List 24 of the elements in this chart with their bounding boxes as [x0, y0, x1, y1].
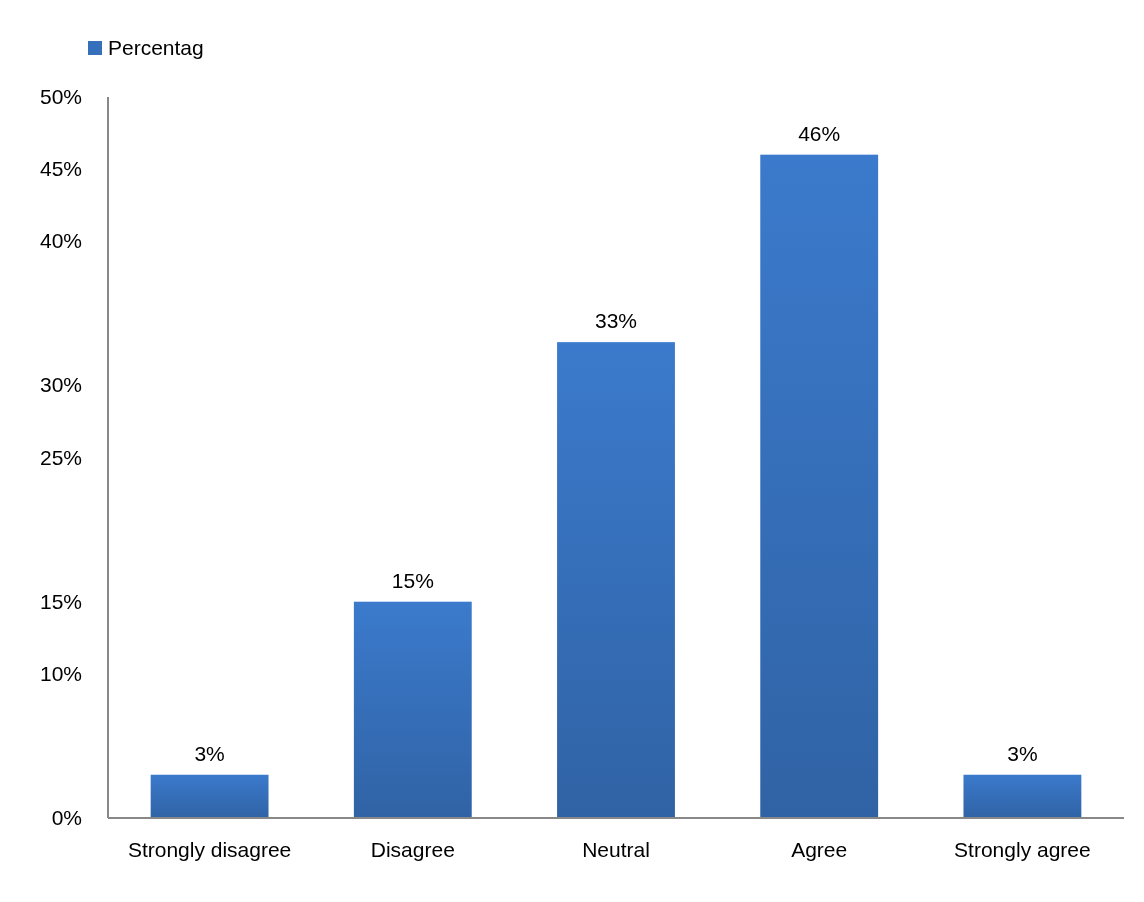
data-label: 15% — [391, 568, 434, 592]
y-tick-label: 45% — [39, 157, 82, 181]
legend-label: Percentag — [108, 36, 204, 59]
bar — [760, 154, 879, 818]
y-tick-label: 50% — [39, 85, 82, 108]
bar — [353, 601, 472, 818]
data-label: 46% — [798, 121, 841, 145]
x-tick-label: Strongly disagree — [127, 838, 292, 861]
bar — [150, 774, 269, 818]
y-tick-label: 30% — [39, 373, 82, 397]
x-tick-label: Agree — [791, 838, 848, 861]
data-label: 3% — [1007, 741, 1038, 765]
x-tick-label: Strongly agree — [954, 838, 1091, 861]
y-tick-label: 25% — [39, 445, 82, 469]
x-tick-label: Disagree — [370, 838, 455, 861]
x-tick-label: Neutral — [582, 838, 650, 861]
y-tick-label: 40% — [39, 229, 82, 253]
bar — [963, 774, 1082, 818]
bar — [557, 342, 675, 818]
data-label: 33% — [594, 309, 638, 333]
data-label: 3% — [194, 741, 225, 765]
y-tick-label: 15% — [39, 589, 82, 613]
y-tick-label: 0% — [51, 806, 82, 829]
y-tick-label: 10% — [39, 661, 82, 685]
